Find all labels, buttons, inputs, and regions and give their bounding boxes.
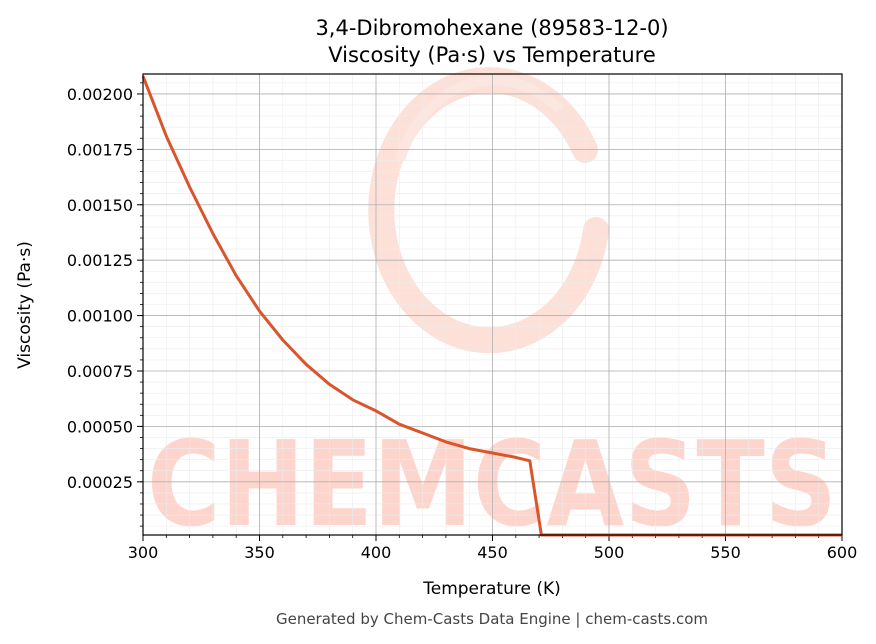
x-tick-label: 300 (128, 543, 159, 562)
watermark-circle-icon (368, 67, 609, 354)
x-tick-label: 350 (244, 543, 275, 562)
y-axis-label: Viscosity (Pa·s) (15, 241, 35, 369)
watermark-text: CHEMCASTS (147, 415, 837, 553)
y-tick-label: 0.00125 (67, 251, 133, 270)
chart-title-line2: Viscosity (Pa·s) vs Temperature (328, 43, 656, 67)
x-tick-label: 550 (710, 543, 741, 562)
y-tick-label: 0.00050 (67, 417, 133, 436)
y-tick-label: 0.00175 (67, 140, 133, 159)
y-tick-label: 0.00025 (67, 473, 133, 492)
y-tick-label: 0.00100 (67, 307, 133, 326)
x-tick-label: 400 (361, 543, 392, 562)
y-tick-label: 0.00075 (67, 362, 133, 381)
y-tick-label: 0.00150 (67, 196, 133, 215)
x-tick-label: 450 (477, 543, 508, 562)
plot-frame (142, 73, 843, 536)
x-axis-label: Temperature (K) (422, 579, 561, 599)
chart-title-line1: 3,4-Dibromohexane (89583-12-0) (315, 16, 668, 40)
footer-credit: Generated by Chem-Casts Data Engine | ch… (276, 610, 708, 628)
x-tick-label: 500 (594, 543, 625, 562)
x-tick-label: 600 (827, 543, 858, 562)
watermark-logo: CHEMCASTS (147, 67, 837, 553)
y-tick-label: 0.00200 (67, 85, 133, 104)
